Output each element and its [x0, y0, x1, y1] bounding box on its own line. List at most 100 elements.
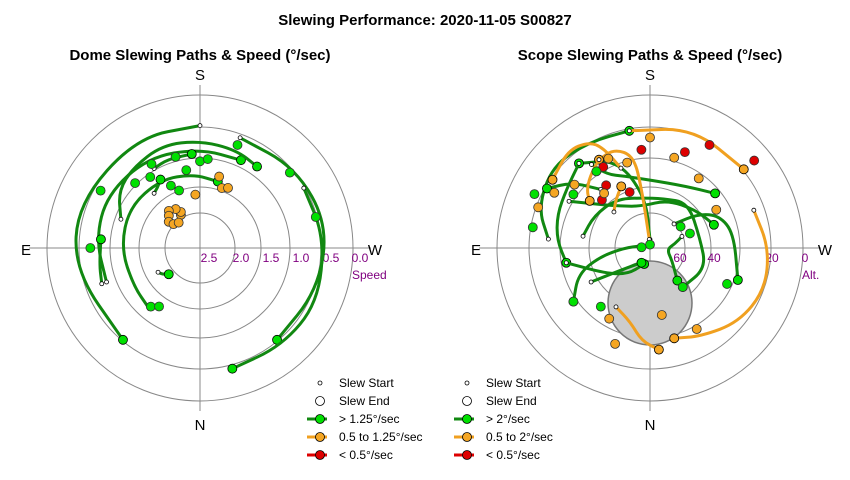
dome-legend-marker-fast: [315, 414, 325, 424]
scope-point: [604, 313, 615, 324]
scope-point: [693, 173, 704, 184]
scope-slew-start: [751, 207, 757, 213]
dome-slew-start: [197, 123, 203, 128]
dome-point: [146, 159, 157, 169]
dome-slew-start: [104, 279, 109, 285]
dome-radial-axis-label: Speed: [352, 268, 387, 282]
scope-point: [527, 222, 538, 233]
scope-slew-path: [567, 199, 716, 227]
dome-point: [130, 178, 140, 188]
dome-chart: Dome Slewing Paths & Speed (°/sec) 2.5 2.…: [21, 47, 387, 434]
scope-point: [595, 301, 606, 312]
dome-point: [145, 301, 156, 312]
dome-point: [214, 171, 225, 182]
scope-slew-start: [613, 304, 619, 310]
scope-point: [679, 147, 690, 158]
scope-marks: [527, 125, 769, 355]
scope-slew-path: [581, 196, 706, 289]
scope-slew-path: [597, 149, 651, 241]
scope-slew-path: [614, 305, 661, 352]
dome-tick-label: 0.5: [323, 251, 340, 265]
dome-legend-label: > 1.25°/sec: [339, 412, 400, 426]
dome-slew-end: [227, 363, 238, 374]
scope-slew-end: [542, 183, 552, 194]
scope-slew-start: [626, 128, 632, 134]
dome-point: [145, 172, 156, 182]
scope-point: [529, 189, 540, 200]
dome-marks: [74, 123, 326, 374]
scope-slew-start: [618, 165, 624, 171]
scope-dir-bottom: N: [645, 417, 656, 434]
scope-point: [568, 189, 579, 200]
scope-point: [636, 144, 647, 155]
dome-legend-label: < 0.5°/sec: [339, 448, 393, 462]
dome-slew-path: [238, 136, 326, 342]
scope-grid: [479, 85, 821, 411]
dome-chart-title: Dome Slewing Paths & Speed (°/sec): [69, 47, 330, 64]
dome-tick-label: 0.0: [352, 251, 369, 265]
scope-tick-label: 0: [802, 251, 809, 265]
dome-point: [85, 243, 96, 253]
dome-tick-label: 1.5: [263, 251, 280, 265]
scope-slew-end: [672, 275, 683, 286]
dome-slew-end: [186, 149, 197, 159]
scope-slew-start: [679, 233, 685, 239]
dome-radial-ticks: 2.5 2.0 1.5 1.0 0.5 0.0: [201, 251, 369, 265]
dome-point: [166, 180, 176, 191]
scope-point: [636, 242, 647, 253]
scope-legend: Slew Start Slew End > 2°/sec 0.5 to 2°/sec <…: [454, 376, 553, 462]
scope-point: [569, 179, 580, 190]
scope-point: [749, 155, 760, 166]
scope-legend-label: > 2°/sec: [486, 412, 530, 426]
dome-dir-right: W: [368, 242, 383, 259]
dome-legend-label: Slew Start: [339, 376, 394, 390]
dome-legend-marker-end: [315, 396, 325, 406]
dome-legend-marker-mid: [315, 432, 325, 442]
dome-point: [174, 185, 184, 196]
dome-grid: [29, 85, 371, 411]
dome-slew-start: [301, 185, 307, 191]
scope-slew-end: [584, 196, 595, 206]
scope-point: [603, 153, 614, 164]
scope-legend-marker-fast: [462, 414, 472, 424]
scope-slew-end: [732, 275, 743, 285]
dome-slew-end: [252, 161, 262, 172]
dome-dir-left: E: [21, 242, 31, 259]
scope-slew-end: [636, 257, 647, 268]
dome-tick-label: 2.0: [233, 251, 250, 265]
dome-point: [95, 185, 106, 196]
dome-dir-bottom: N: [195, 417, 206, 434]
scope-slew-start: [545, 236, 551, 242]
scope-dir-left: E: [471, 242, 481, 259]
scope-legend-label: < 0.5°/sec: [486, 448, 540, 462]
dome-point: [154, 301, 164, 312]
dome-slew-end: [155, 174, 166, 185]
scope-point: [622, 157, 633, 168]
dome-tick-label: 2.5: [201, 251, 218, 265]
dome-point: [170, 151, 181, 162]
scope-legend-label: Slew Start: [486, 376, 541, 390]
dome-point: [223, 183, 233, 193]
scope-point: [704, 140, 715, 150]
scope-slew-start: [576, 160, 582, 166]
scope-slew-path: [666, 234, 684, 283]
scope-point: [645, 132, 655, 143]
dome-tick-label: 1.0: [293, 251, 310, 265]
dome-legend-marker-slow: [315, 450, 325, 460]
scope-slew-start: [588, 279, 594, 285]
scope-dir-right: W: [818, 242, 833, 259]
dome-slew-path: [230, 186, 324, 371]
scope-chart: Scope Slewing Paths & Speed (°/sec) 60 40…: [471, 47, 833, 434]
dome-slew-path: [121, 174, 220, 311]
scope-point: [722, 279, 732, 289]
dome-slew-start: [99, 281, 105, 287]
dome-slew-end: [163, 269, 174, 280]
scope-radial-axis-label: Alt.: [802, 268, 819, 282]
scope-point: [568, 296, 579, 307]
main-title: Slewing Performance: 2020-11-05 S00827: [278, 12, 572, 29]
dome-point: [284, 167, 295, 178]
scope-point: [669, 152, 680, 163]
scope-point: [675, 221, 686, 232]
dome-slew-end: [96, 234, 106, 245]
